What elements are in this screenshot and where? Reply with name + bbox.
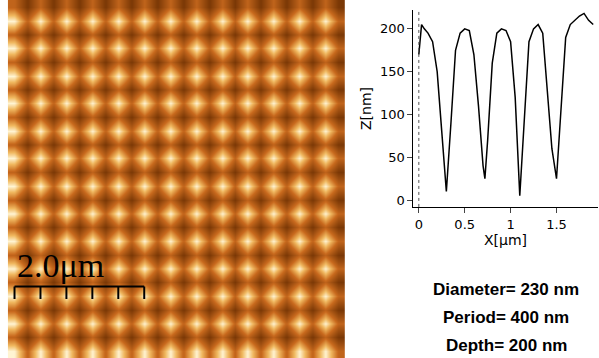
svg-text:Period= 400 nm: Period= 400 nm bbox=[443, 308, 569, 327]
svg-text:Diameter= 230 nm: Diameter= 230 nm bbox=[433, 280, 579, 299]
svg-text:50: 50 bbox=[388, 150, 405, 165]
svg-text:2.0μm: 2.0μm bbox=[17, 247, 104, 284]
svg-text:1.5: 1.5 bbox=[546, 217, 567, 232]
svg-text:0.5: 0.5 bbox=[454, 217, 475, 232]
svg-text:0: 0 bbox=[396, 193, 404, 208]
svg-text:200: 200 bbox=[380, 21, 405, 36]
svg-text:0: 0 bbox=[415, 217, 423, 232]
svg-text:X[μm]: X[μm] bbox=[484, 232, 527, 248]
svg-text:1: 1 bbox=[506, 217, 514, 232]
svg-text:150: 150 bbox=[380, 64, 405, 79]
svg-text:Depth= 200 nm: Depth= 200 nm bbox=[446, 336, 567, 355]
svg-text:100: 100 bbox=[380, 107, 405, 122]
svg-text:Z[nm]: Z[nm] bbox=[358, 87, 374, 130]
